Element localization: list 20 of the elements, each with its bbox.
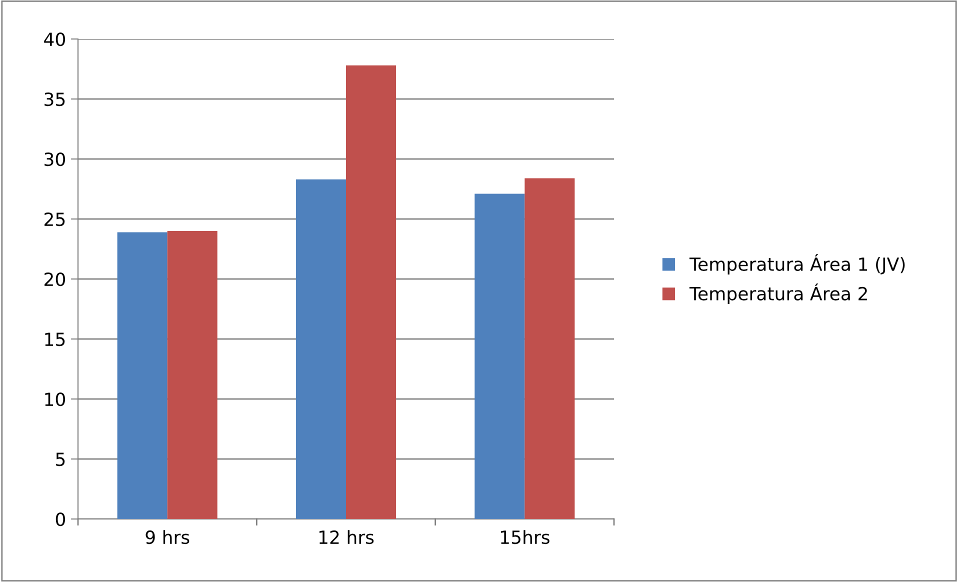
y-tick-label: 40 — [44, 32, 65, 46]
y-tick-label: 35 — [44, 92, 65, 106]
x-tick-label: 9 hrs — [146, 530, 190, 544]
bar — [474, 194, 525, 519]
y-tick-label: 15 — [45, 332, 65, 346]
x-tick-label: 12 hrs — [319, 530, 374, 544]
y-tick-label: 25 — [44, 212, 65, 226]
y-tick-label: 5 — [56, 452, 65, 466]
legend-label: Temperatura Área 1 (JV) — [689, 254, 905, 274]
y-tick-label: 20 — [44, 272, 65, 286]
legend-label: Temperatura Área 2 — [689, 284, 867, 304]
bar — [524, 178, 575, 519]
x-tick-label: 15hrs — [501, 530, 550, 544]
y-tick-label: 0 — [56, 512, 65, 526]
bar — [296, 179, 346, 519]
bar — [346, 65, 396, 519]
y-tick-label: 30 — [44, 152, 65, 166]
bar — [167, 231, 218, 519]
bar — [117, 232, 168, 519]
y-tick-label: 10 — [45, 392, 65, 406]
